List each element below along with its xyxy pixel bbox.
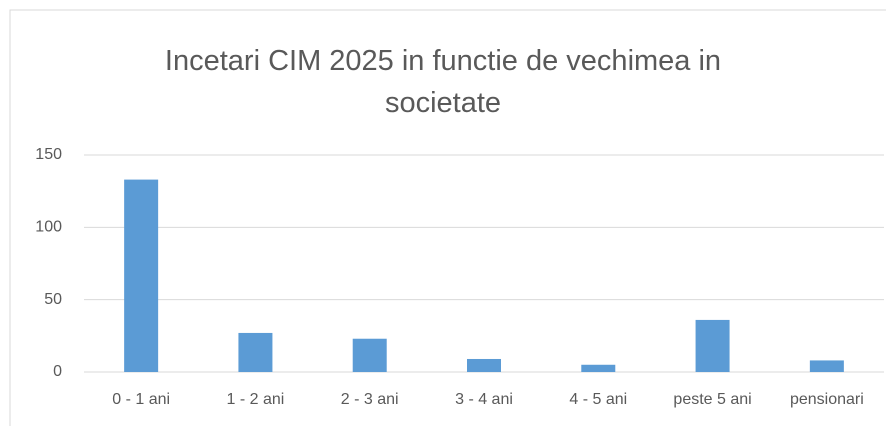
x-tick-label: 3 - 4 ani [455,391,513,408]
bar [467,358,501,372]
x-tick-label: peste 5 ani [673,391,751,408]
bar [695,319,730,372]
chart-title: Incetari CIM 2025 in functie de vechimea… [164,45,722,119]
y-tick-label: 100 [35,219,62,236]
y-tick-label: 50 [44,291,62,308]
bar [352,338,387,372]
x-tick-label: 0 - 1 ani [112,391,170,408]
x-tick-label: pensionari [790,391,864,408]
x-tick-label: 1 - 2 ani [227,391,285,408]
bar [581,364,616,372]
chart-border [9,9,886,426]
x-tick-label: 2 - 3 ani [341,391,399,408]
bar [124,179,159,372]
x-tick-label: 4 - 5 ani [569,391,627,408]
y-tick-label: 0 [53,363,62,380]
bar [809,360,844,372]
y-tick-label: 150 [35,146,62,163]
bar [238,332,273,372]
